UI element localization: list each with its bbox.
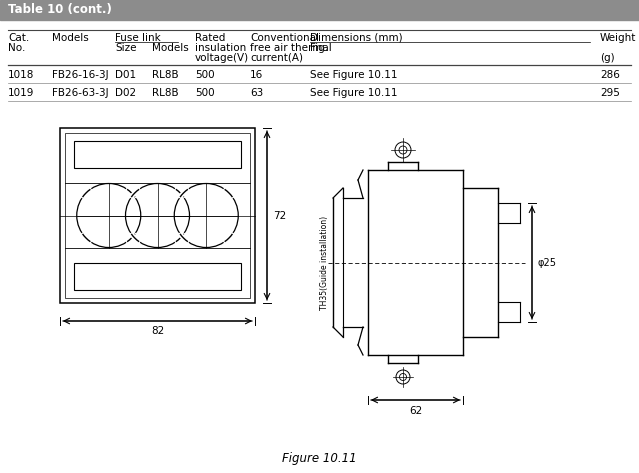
Text: 500: 500	[195, 88, 215, 98]
Text: RL8B: RL8B	[152, 70, 179, 80]
Text: D01: D01	[115, 70, 136, 80]
Text: Table 10 (cont.): Table 10 (cont.)	[8, 3, 112, 17]
Text: FB26-63-3J: FB26-63-3J	[52, 88, 109, 98]
Text: FB26-16-3J: FB26-16-3J	[52, 70, 109, 80]
Text: RL8B: RL8B	[152, 88, 179, 98]
Text: voltage(V): voltage(V)	[195, 53, 249, 63]
Bar	[74, 263, 241, 290]
Bar	[0, 0, 639, 20]
Text: 63: 63	[250, 88, 263, 98]
Text: Figure 10.11: Figure 10.11	[282, 452, 357, 464]
Text: free air thermal: free air thermal	[250, 43, 332, 53]
Text: φ25: φ25	[537, 257, 556, 268]
Text: 295: 295	[600, 88, 620, 98]
Text: D02: D02	[115, 88, 136, 98]
Text: Weight: Weight	[600, 33, 636, 43]
Text: insulation: insulation	[195, 43, 246, 53]
Text: Dimensions (mm): Dimensions (mm)	[310, 33, 403, 43]
Text: Fig.: Fig.	[310, 43, 328, 53]
Text: Cat.: Cat.	[8, 33, 29, 43]
Text: Rated: Rated	[195, 33, 226, 43]
Text: 82: 82	[151, 326, 164, 336]
Text: Size: Size	[115, 43, 137, 53]
Text: 286: 286	[600, 70, 620, 80]
Text: See Figure 10.11: See Figure 10.11	[310, 88, 397, 98]
Bar	[74, 141, 241, 168]
Text: 1019: 1019	[8, 88, 35, 98]
Text: 72: 72	[273, 210, 286, 220]
Text: No.: No.	[8, 43, 26, 53]
Text: 62: 62	[409, 406, 422, 416]
Bar	[60, 128, 255, 303]
Text: 1018: 1018	[8, 70, 35, 80]
Text: See Figure 10.11: See Figure 10.11	[310, 70, 397, 80]
Text: Models: Models	[52, 33, 89, 43]
Text: Fuse link: Fuse link	[115, 33, 161, 43]
Text: Conventional: Conventional	[250, 33, 319, 43]
Text: 500: 500	[195, 70, 215, 80]
Text: (g): (g)	[600, 53, 615, 63]
Text: 16: 16	[250, 70, 263, 80]
Text: current(A): current(A)	[250, 53, 303, 63]
Bar	[65, 133, 250, 298]
Text: TH35(Guide installation): TH35(Guide installation)	[321, 215, 330, 309]
Text: Models: Models	[152, 43, 189, 53]
